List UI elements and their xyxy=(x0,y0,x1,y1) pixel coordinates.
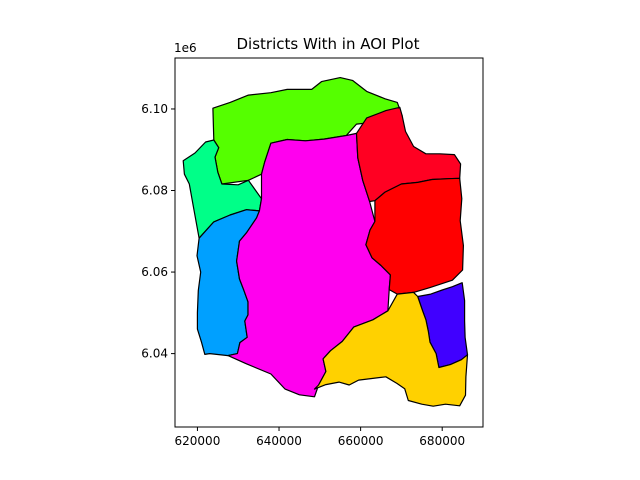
axes-frame xyxy=(174,57,484,428)
x-axis-ticks: 620000 640000 660000 680000 xyxy=(175,427,465,448)
district-polygon-2 xyxy=(182,139,263,239)
chart-title: Districts With in AOI Plot xyxy=(237,35,420,53)
x-tick-label: 640000 xyxy=(256,434,302,448)
x-tick-label: 660000 xyxy=(338,434,384,448)
y-tick-label: 6.04 xyxy=(141,347,168,361)
x-tick-label: 680000 xyxy=(419,434,465,448)
y-tick-label: 6.06 xyxy=(141,265,168,279)
y-tick-label: 6.08 xyxy=(141,184,168,198)
district-polygon-8 xyxy=(313,291,469,407)
y-tick-label: 6.10 xyxy=(141,102,168,116)
y-axis-ticks: 6.04 6.06 6.08 6.10 xyxy=(141,102,175,361)
district-polygon-6 xyxy=(365,177,464,295)
districts-layer xyxy=(182,76,469,407)
x-tick-label: 620000 xyxy=(175,434,221,448)
district-polygon-5 xyxy=(355,106,462,203)
y-axis-offset-label: 1e6 xyxy=(174,41,197,55)
